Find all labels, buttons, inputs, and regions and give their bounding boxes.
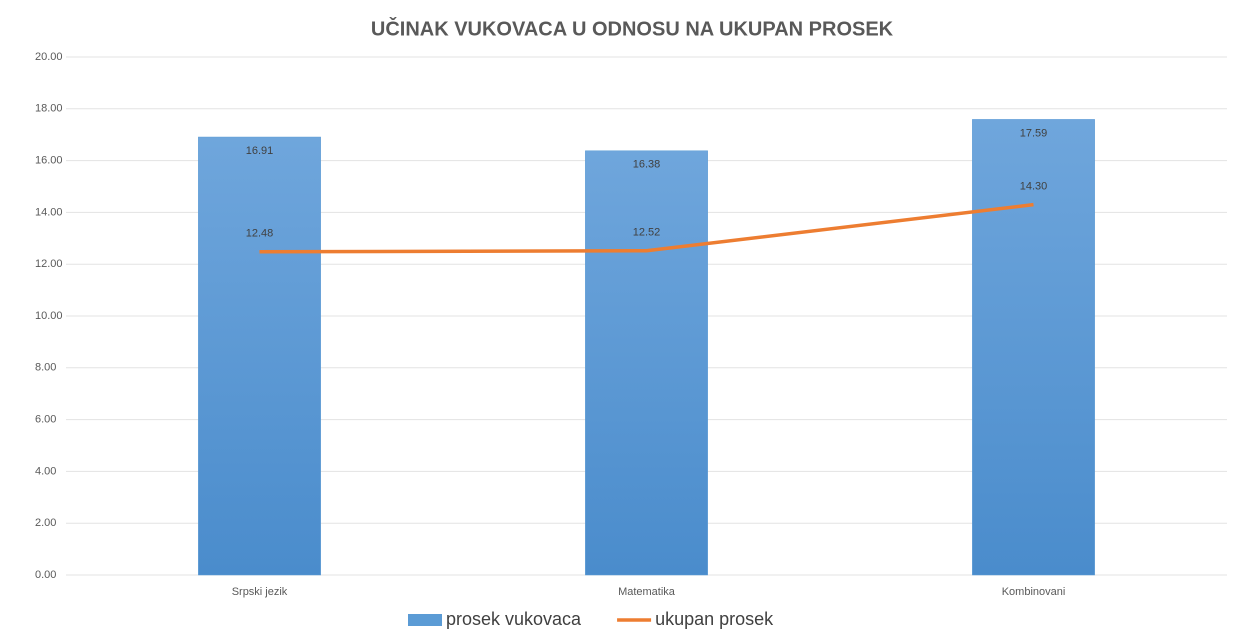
y-tick-label: 6.00: [35, 414, 56, 426]
legend-label: prosek vukovaca: [446, 609, 582, 629]
y-tick-label: 0.00: [35, 569, 56, 581]
y-tick-label: 14.00: [35, 206, 63, 218]
y-tick-label: 4.00: [35, 465, 56, 477]
bar: [585, 150, 708, 576]
data-label: 12.48: [246, 228, 274, 240]
legend-label: ukupan prosek: [655, 609, 774, 629]
y-tick-label: 2.00: [35, 517, 56, 529]
y-tick-label: 18.00: [35, 103, 63, 115]
y-tick-label: 20.00: [35, 51, 63, 63]
data-label: 17.59: [1020, 127, 1048, 139]
x-tick-label: Srpski jezik: [232, 586, 288, 598]
line: [259, 202, 1034, 254]
x-tick-label: Kombinovani: [1002, 586, 1066, 598]
y-tick-label: 16.00: [35, 155, 63, 167]
bar: [198, 136, 321, 576]
data-label: 12.52: [633, 227, 661, 239]
chart-title: UČINAK VUKOVACA U ODNOSU NA UKUPAN PROSE…: [371, 16, 894, 40]
data-label: 16.38: [633, 159, 661, 171]
x-tick-label: Matematika: [618, 586, 676, 598]
data-label: 14.30: [1020, 181, 1048, 193]
y-tick-label: 10.00: [35, 310, 63, 322]
y-tick-label: 12.00: [35, 258, 63, 270]
data-label: 16.91: [246, 145, 274, 157]
legend-swatch: [408, 614, 442, 626]
y-tick-label: 8.00: [35, 362, 56, 374]
bar: [972, 119, 1095, 576]
